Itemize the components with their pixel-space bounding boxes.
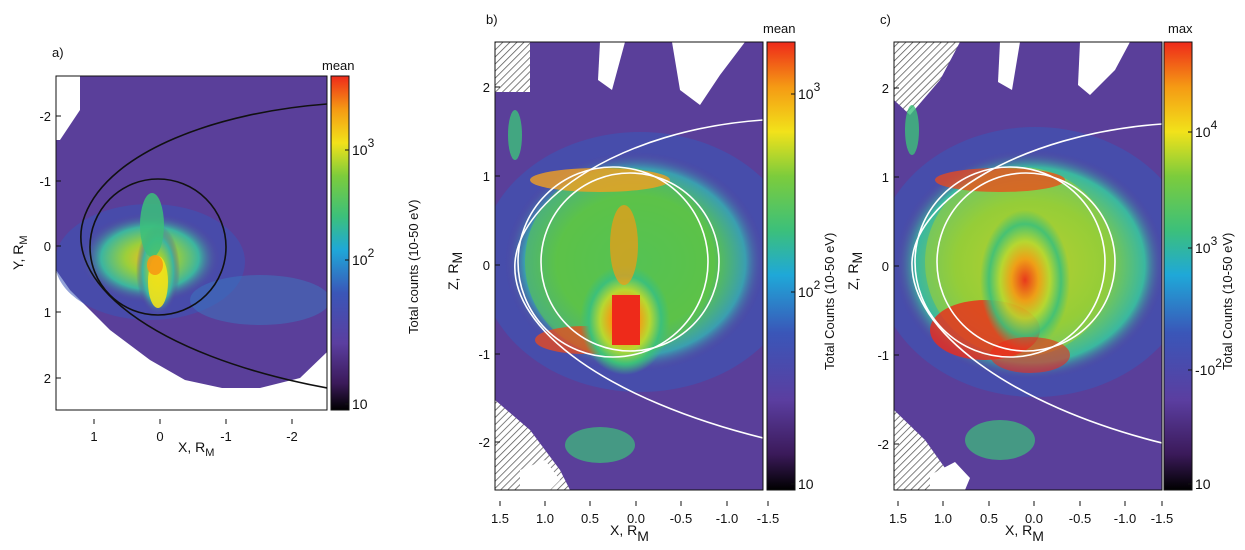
y-tick-label: 0: [44, 239, 51, 254]
y-tick-label: 1: [483, 169, 490, 184]
colorbar-title: mean: [763, 21, 796, 36]
y-axis-label: Z, RM: [445, 252, 465, 290]
colorbar-tick-label: 103: [352, 136, 375, 158]
colorbar: [1163, 41, 1193, 491]
outer-circle: [914, 166, 1106, 358]
y-tick-label: -2: [877, 437, 889, 452]
colorbar-tick-label: 103: [798, 80, 821, 102]
panel-b: b) 2 1 0 -1 -2 1.5 1.0 0.5 0.0 -0.5 -1.0 -1: [445, 12, 837, 544]
x-tick-label: -1.5: [757, 511, 779, 526]
boundary-curve: [514, 119, 763, 439]
colorbar-ticks: 10 102 103: [791, 80, 821, 492]
y-axis-ticks: 2 1 0 -1 -2: [478, 80, 500, 450]
x-axis-ticks: 1.5 1.0 0.5 0.0 -0.5 -1.0 -1.5: [889, 501, 1173, 526]
x-tick-label: 0.0: [627, 511, 645, 526]
colorbar-label: Total Counts (10-50 eV): [822, 233, 837, 370]
y-tick-label: 0: [882, 259, 889, 274]
x-axis-label: X, RM: [610, 522, 649, 544]
y-tick-label: -2: [39, 109, 51, 124]
x-tick-label: 1.0: [934, 511, 952, 526]
x-tick-label: -1.0: [1114, 511, 1136, 526]
colorbar-tick-label: 10: [352, 396, 368, 412]
colorbar-tick-label: 102: [798, 278, 821, 300]
x-tick-label: 0.5: [581, 511, 599, 526]
y-tick-label: -1: [39, 174, 51, 189]
x-tick-label: 0.0: [1025, 511, 1043, 526]
x-tick-label: 0.5: [980, 511, 998, 526]
y-tick-label: -2: [478, 435, 490, 450]
y-tick-label: 1: [44, 305, 51, 320]
y-tick-label: 1: [882, 170, 889, 185]
boundary-curve: [80, 103, 327, 389]
colorbar-tick-label: 104: [1195, 118, 1218, 140]
outer-circle: [517, 166, 709, 358]
x-tick-label: -1: [220, 429, 232, 444]
y-tick-label: 2: [882, 81, 889, 96]
x-tick-label: -1.0: [716, 511, 738, 526]
x-axis-ticks: 1.5 1.0 0.5 0.0 -0.5 -1.0 -1.5: [491, 501, 779, 526]
x-tick-label: 1.5: [491, 511, 509, 526]
colorbar-tick-label: 102: [352, 246, 375, 268]
panel-c: c) 210-1-2 1.5 1.0 0.5 0.0 -0.5 -1.0 -1.5: [845, 12, 1235, 544]
colorbar: [330, 75, 350, 411]
colorbar-tick-label: -102: [1195, 356, 1222, 378]
y-axis-label: Y, RM: [10, 235, 30, 270]
colorbar-title: max: [1168, 21, 1193, 36]
colorbar-label: Total Counts (10-50 eV): [1220, 233, 1235, 370]
colorbar-ticks: 10 102 103: [345, 136, 375, 412]
y-axis-ticks: 2 1 0 -1 -2: [877, 81, 899, 452]
boundary-curve: [911, 123, 1162, 444]
colorbar: [766, 41, 796, 491]
colorbar-ticks: 10 -102 103 104: [1188, 118, 1222, 492]
colorbar-title: mean: [322, 58, 355, 73]
panel-label: b): [486, 12, 498, 27]
colorbar-tick-label: 10: [1195, 476, 1211, 492]
heatmap-field: [495, 42, 763, 490]
y-axis-label: Z, RM: [845, 252, 865, 290]
x-tick-label: 1.5: [889, 511, 907, 526]
x-tick-label: 0: [156, 429, 163, 444]
panel-label: a): [52, 45, 64, 60]
x-axis-label: X, RM: [1005, 522, 1044, 544]
y-tick-label: -1: [877, 348, 889, 363]
x-tick-label: -2: [286, 429, 298, 444]
inner-circle: [540, 172, 720, 352]
x-tick-label: 1: [90, 429, 97, 444]
y-axis-ticks: -2 -1 0 1 2: [39, 109, 61, 386]
colorbar-label: Total counts (10-50 eV): [406, 200, 421, 334]
y-tick-label: 2: [483, 80, 490, 95]
planet-circle: [89, 178, 227, 316]
x-axis-label: X, RM: [178, 439, 214, 459]
colorbar-tick-label: 10: [798, 476, 814, 492]
inner-circle: [936, 172, 1116, 352]
x-tick-label: -1.5: [1151, 511, 1173, 526]
heatmap-field: [56, 76, 327, 410]
panel-label: c): [880, 12, 891, 27]
colorbar-tick-label: 103: [1195, 234, 1218, 256]
y-tick-label: 0: [483, 258, 490, 273]
x-axis-ticks: 1 0 -1 -2: [90, 419, 298, 444]
x-tick-label: 1.0: [536, 511, 554, 526]
x-tick-label: -0.5: [1069, 511, 1091, 526]
y-tick-label: -1: [478, 347, 490, 362]
y-tick-label: 2: [44, 371, 51, 386]
x-tick-label: -0.5: [670, 511, 692, 526]
heatmap-field: [894, 42, 1162, 490]
